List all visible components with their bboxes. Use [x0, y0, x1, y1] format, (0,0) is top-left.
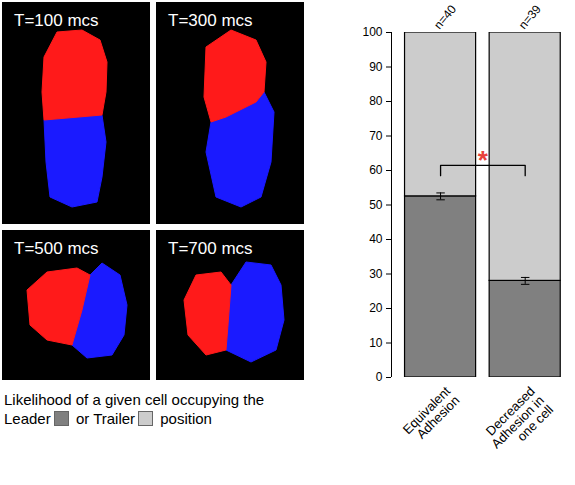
svg-text:T=100 mcs: T=100 mcs	[14, 11, 99, 30]
svg-text:40: 40	[369, 232, 383, 246]
svg-text:0: 0	[376, 370, 383, 384]
svg-text:DecreasedAdhesion inone cell: DecreasedAdhesion inone cell	[479, 383, 556, 460]
svg-text:EquivalentAdhesion: EquivalentAdhesion	[400, 383, 463, 446]
svg-text:90: 90	[369, 60, 383, 74]
html-text:Leader: Leader	[4, 410, 51, 427]
svg-text:T=300 mcs: T=300 mcs	[168, 11, 253, 30]
html-text:or Trailer: or Trailer	[71, 410, 136, 427]
svg-text:*: *	[478, 145, 489, 175]
svg-text:80: 80	[369, 94, 383, 108]
svg-text:60: 60	[369, 163, 383, 177]
svg-text:50: 50	[369, 198, 383, 212]
html-text:Likelihood of a given cell occ: Likelihood of a given cell occupying the	[4, 391, 265, 408]
svg-text:n=40: n=40	[431, 2, 459, 32]
svg-text:70: 70	[369, 129, 383, 143]
svg-text:30: 30	[369, 267, 383, 281]
svg-text:T=500 mcs: T=500 mcs	[14, 239, 99, 258]
svg-text:20: 20	[369, 301, 383, 315]
svg-text:100: 100	[362, 25, 382, 39]
svg-text:10: 10	[369, 336, 383, 350]
html-text:position: position	[156, 410, 212, 427]
svg-text:T=700 mcs: T=700 mcs	[168, 239, 253, 258]
svg-text:n=39: n=39	[516, 2, 544, 32]
